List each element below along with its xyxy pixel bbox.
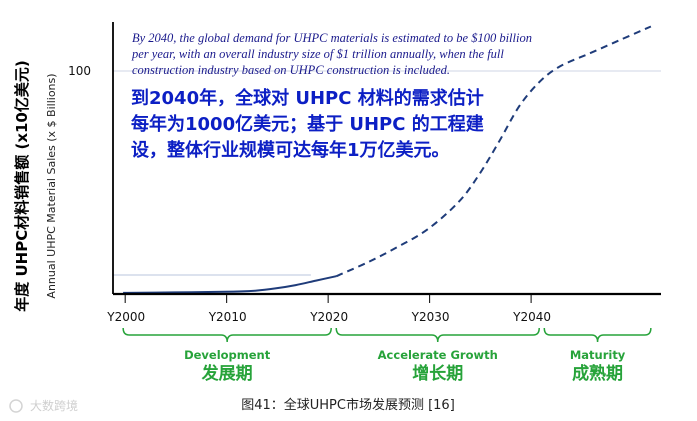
watermark-logo-icon xyxy=(9,399,23,413)
y-tick-label-100: 100 xyxy=(68,64,91,78)
annotation-chinese: 到2040年，全球对 UHPC 材料的需求估计 每年为1000亿美元；基于 UH… xyxy=(131,87,484,161)
x-tick-label-2030: Y2030 xyxy=(411,310,450,324)
phase-bracket-2 xyxy=(543,327,652,343)
x-tick-label-2040: Y2040 xyxy=(512,310,551,324)
phase-label-cn-2: 成熟期 xyxy=(572,363,623,384)
x-tick-label-2010: Y2010 xyxy=(208,310,247,324)
series-solid-line xyxy=(123,275,337,294)
annotation-en-line-2: per year, with an overall industry size … xyxy=(131,47,504,61)
x-tick-label-2020: Y2020 xyxy=(309,310,348,324)
annotation-cn-line-3: 设，整体行业规模可达每年1万亿美元。 xyxy=(131,139,450,161)
annotation-english: By 2040, the global demand for UHPC mate… xyxy=(131,31,532,77)
annotation-en-line-1: By 2040, the global demand for UHPC mate… xyxy=(132,31,532,45)
phase-bracket-0 xyxy=(122,327,332,343)
y-tick-labels: 100 xyxy=(68,64,91,78)
phase-label-en-0: Development xyxy=(184,348,271,362)
y-axis-label-cn: 年度 UHPC材料销售额 (x10亿美元) xyxy=(13,60,31,311)
phase-label-en-1: Accelerate Growth xyxy=(378,348,498,362)
phase-label-cn-0: 发展期 xyxy=(201,363,253,384)
figure-caption: 图41：全球UHPC市场发展预测 [16] xyxy=(241,397,455,413)
annotation-cn-line-2: 每年为1000亿美元；基于 UHPC 的工程建 xyxy=(131,113,484,135)
phase-label-en-2: Maturity xyxy=(570,348,626,362)
watermark: 大数跨境 xyxy=(9,398,78,413)
series-dashed-line xyxy=(335,25,652,278)
data-series xyxy=(113,25,652,294)
x-tick-labels: Y2000 Y2010 Y2020 Y2030 Y2040 xyxy=(106,294,551,324)
x-tick-label-2000: Y2000 xyxy=(106,310,145,324)
watermark-text: 大数跨境 xyxy=(30,398,78,413)
axes xyxy=(112,22,661,296)
y-axis-label-en: Annual UHPC Material Sales (x $ Billions… xyxy=(45,73,58,298)
annotation-cn-line-1: 到2040年，全球对 UHPC 材料的需求估计 xyxy=(131,87,484,109)
phase-label-cn-1: 增长期 xyxy=(412,363,463,384)
phase-bracket-1 xyxy=(335,327,540,343)
annotation-en-line-3: construction industry based on UHPC cons… xyxy=(132,63,450,77)
